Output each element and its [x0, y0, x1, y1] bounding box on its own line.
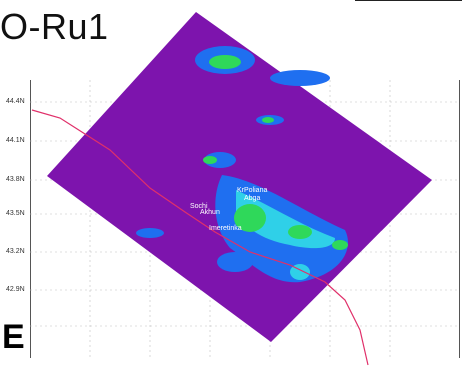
coastline: [31, 109, 369, 366]
signal-levels: [136, 46, 348, 283]
place-label: Abga: [244, 195, 261, 202]
place-label: Sochi: [190, 203, 208, 210]
top-border-stub: [355, 0, 462, 7]
lat-label: 43.8N: [6, 176, 25, 183]
place-label: Imeretinka: [209, 225, 242, 232]
place-label: KrPoliana: [237, 187, 268, 194]
lat-label: 43.2N: [6, 248, 25, 255]
place-label: Akhun: [200, 209, 220, 216]
lat-label: 43.5N: [6, 210, 25, 217]
map-title: O-Ru1: [0, 6, 109, 47]
lat-label: 42.9N: [6, 286, 25, 293]
lat-label: 44.4N: [6, 98, 25, 105]
cropped-text: E: [2, 318, 25, 356]
lat-label: 44.1N: [6, 137, 25, 144]
